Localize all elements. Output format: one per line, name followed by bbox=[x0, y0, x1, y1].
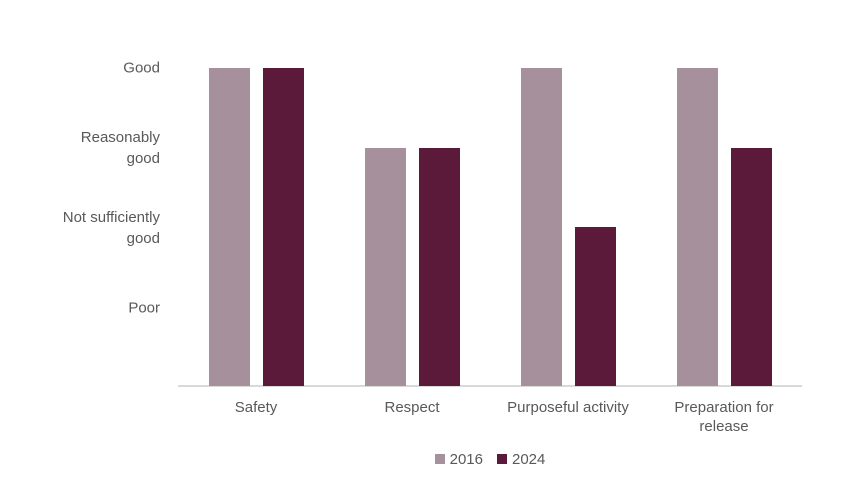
legend-swatch-2016-icon bbox=[434, 454, 445, 464]
x-axis-label-preparation-for-release: Preparation for release bbox=[674, 399, 774, 435]
bar-2016-respect bbox=[364, 147, 406, 386]
legend-item-2016: 2016 bbox=[434, 450, 483, 468]
legend-swatch-2024-icon bbox=[497, 454, 507, 464]
y-axis-label-not-sufficiently-good: Not sufficiently good bbox=[62, 209, 160, 247]
y-axis-label-good: Good bbox=[123, 59, 160, 77]
bar-2024-purposeful-activity bbox=[574, 227, 616, 386]
bar-2016-purposeful-activity bbox=[520, 68, 562, 386]
bar-2024-respect bbox=[418, 147, 460, 386]
bar-2016-safety bbox=[208, 68, 250, 386]
x-axis-line bbox=[178, 385, 802, 387]
x-axis-label-safety: Safety bbox=[234, 399, 278, 416]
y-axis-label-reasonably-good: Reasonably good bbox=[80, 129, 160, 167]
x-axis-label-purposeful-activity: Purposeful activity bbox=[507, 399, 629, 416]
bar-2016-preparation-for-release bbox=[676, 68, 718, 386]
legend: 2016 2024 bbox=[178, 449, 802, 469]
bar-2024-safety bbox=[262, 68, 304, 386]
x-axis-label-respect: Respect bbox=[384, 399, 440, 416]
legend-label-2024: 2024 bbox=[512, 450, 546, 468]
bar-2024-preparation-for-release bbox=[730, 147, 772, 386]
legend-item-2024: 2024 bbox=[497, 451, 545, 468]
y-axis-label-poor: Poor bbox=[128, 299, 160, 317]
legend-label-2016: 2016 bbox=[449, 450, 483, 468]
